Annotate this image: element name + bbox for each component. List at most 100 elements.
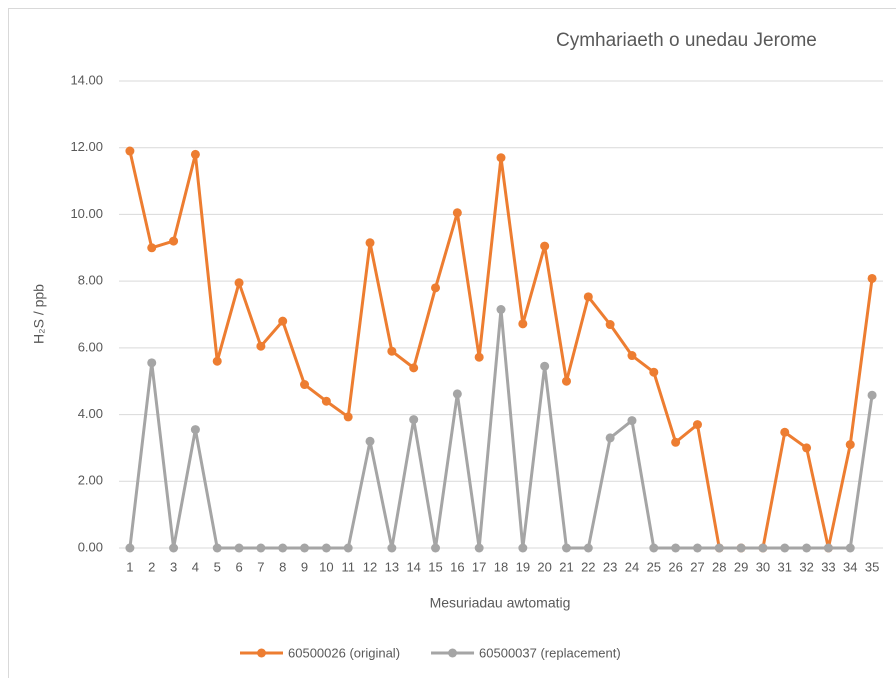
point	[125, 146, 135, 156]
point	[736, 543, 746, 553]
point	[780, 543, 790, 553]
x-tick-label: 5	[214, 559, 221, 574]
x-tick-label: 13	[385, 559, 399, 574]
x-tick-label: 27	[690, 559, 704, 574]
point	[431, 283, 441, 293]
y-tick-label: 6.00	[78, 339, 103, 354]
point	[431, 543, 441, 553]
point	[125, 543, 135, 553]
x-tick-label: 3	[170, 559, 177, 574]
point	[169, 236, 179, 246]
x-tick-label: 23	[603, 559, 617, 574]
y-tick-label: 14.00	[70, 72, 103, 87]
point	[605, 320, 615, 330]
point	[278, 543, 288, 553]
point	[256, 543, 266, 553]
point	[365, 238, 375, 248]
point	[758, 543, 768, 553]
x-tick-label: 10	[319, 559, 333, 574]
point	[343, 412, 353, 422]
legend-label: 60500037 (replacement)	[479, 645, 621, 660]
point	[540, 241, 550, 251]
point	[605, 433, 615, 443]
point	[409, 415, 419, 425]
x-tick-label: 22	[581, 559, 595, 574]
point	[671, 543, 681, 553]
x-axis-label: Mesuriadau awtomatig	[430, 595, 571, 611]
x-tick-label: 30	[756, 559, 770, 574]
x-tick-label: 15	[428, 559, 442, 574]
point	[780, 427, 790, 437]
point	[583, 543, 593, 553]
legend-marker	[448, 648, 458, 658]
x-tick-label: 2	[148, 559, 155, 574]
x-tick-label: 16	[450, 559, 464, 574]
x-tick-label: 7	[257, 559, 264, 574]
x-tick-label: 1	[126, 559, 133, 574]
point	[452, 208, 462, 218]
y-tick-label: 10.00	[70, 206, 103, 221]
point	[234, 543, 244, 553]
point	[190, 425, 200, 435]
point	[692, 420, 702, 430]
point	[845, 543, 855, 553]
point	[561, 543, 571, 553]
point	[147, 243, 157, 253]
point	[343, 543, 353, 553]
point	[561, 376, 571, 386]
point	[867, 390, 877, 400]
point	[714, 543, 724, 553]
point	[671, 437, 681, 447]
point	[212, 356, 222, 366]
y-tick-label: 4.00	[78, 406, 103, 421]
point	[190, 149, 200, 159]
x-tick-label: 18	[494, 559, 508, 574]
y-tick-label: 12.00	[70, 139, 103, 154]
point	[518, 543, 528, 553]
point	[823, 543, 833, 553]
x-tick-label: 25	[647, 559, 661, 574]
x-tick-label: 20	[537, 559, 551, 574]
point	[802, 443, 812, 453]
x-tick-label: 35	[865, 559, 879, 574]
point	[387, 543, 397, 553]
point	[147, 358, 157, 368]
legend-label: 60500026 (original)	[288, 645, 400, 660]
point	[387, 346, 397, 356]
x-tick-label: 6	[235, 559, 242, 574]
x-tick-label: 32	[799, 559, 813, 574]
x-tick-label: 4	[192, 559, 199, 574]
x-tick-label: 21	[559, 559, 573, 574]
x-tick-label: 11	[341, 559, 355, 574]
point	[583, 292, 593, 302]
point	[321, 396, 331, 406]
y-tick-label: 8.00	[78, 273, 103, 288]
point	[169, 543, 179, 553]
y-axis-label: H₂S / ppb	[31, 284, 47, 344]
x-tick-label: 17	[472, 559, 486, 574]
x-tick-label: 12	[363, 559, 377, 574]
x-tick-label: 8	[279, 559, 286, 574]
point	[409, 363, 419, 373]
x-tick-label: 14	[406, 559, 420, 574]
x-tick-label: 29	[734, 559, 748, 574]
point	[845, 440, 855, 450]
x-tick-label: 26	[668, 559, 682, 574]
point	[278, 316, 288, 326]
y-tick-label: 2.00	[78, 473, 103, 488]
chart-title: Cymhariaeth o unedau Jerome	[556, 30, 817, 51]
x-tick-label: 9	[301, 559, 308, 574]
point	[802, 543, 812, 553]
point	[452, 389, 462, 399]
point	[365, 436, 375, 446]
x-tick-label: 24	[625, 559, 639, 574]
point	[496, 153, 506, 163]
y-tick-label: 0.00	[78, 539, 103, 554]
point	[300, 543, 310, 553]
point	[692, 543, 702, 553]
point	[474, 543, 484, 553]
x-tick-label: 19	[516, 559, 530, 574]
x-tick-label: 33	[821, 559, 835, 574]
chart-border	[8, 8, 896, 678]
